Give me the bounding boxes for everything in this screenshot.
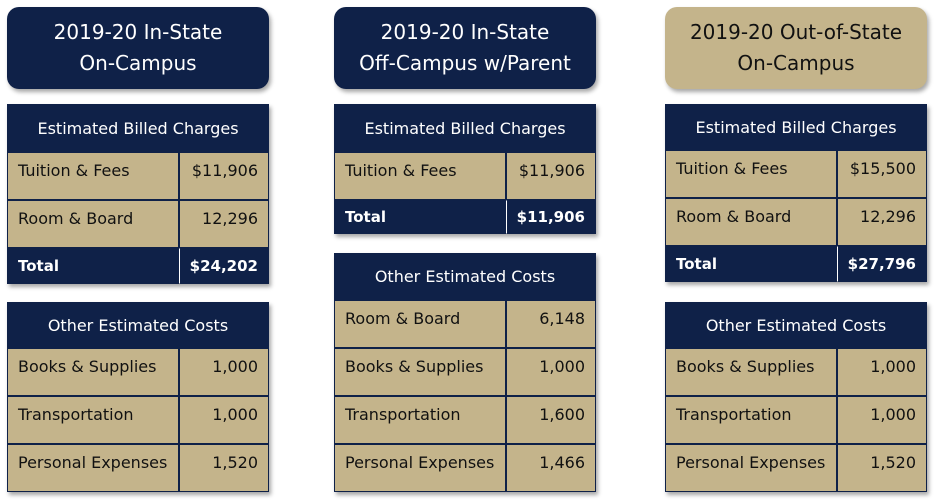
row-value: 1,600 xyxy=(506,396,596,444)
other-costs-table-in-state-off-campus: Other Estimated Costs Room & Board 6,148… xyxy=(334,253,596,492)
total-label: Total xyxy=(665,246,837,282)
header-line1: 2019-20 Out-of-State xyxy=(689,20,903,44)
table-title: Other Estimated Costs xyxy=(47,315,229,335)
header-line2: On-Campus xyxy=(737,51,855,75)
table-row: Books & Supplies 1,000 xyxy=(334,348,596,396)
total-value: $11,906 xyxy=(506,200,596,234)
row-label: Personal Expenses xyxy=(334,444,506,492)
row-label: Tuition & Fees xyxy=(334,152,506,200)
table-title: Other Estimated Costs xyxy=(705,315,887,335)
row-value: 1,520 xyxy=(837,444,927,492)
table-row: Transportation 1,000 xyxy=(7,396,269,444)
table-row: Tuition & Fees $11,906 xyxy=(7,152,269,200)
table-title: Other Estimated Costs xyxy=(374,267,556,286)
row-value: $11,906 xyxy=(506,152,596,200)
table-row: Personal Expenses 1,466 xyxy=(334,444,596,492)
table-row: Personal Expenses 1,520 xyxy=(665,444,927,492)
table-row: Room & Board 12,296 xyxy=(665,198,927,246)
table-row: Room & Board 12,296 xyxy=(7,200,269,248)
other-costs-table-in-state-on-campus: Other Estimated Costs Books & Supplies 1… xyxy=(7,302,269,492)
row-label: Room & Board xyxy=(334,300,506,348)
total-label: Total xyxy=(7,248,179,284)
row-label: Transportation xyxy=(665,396,837,444)
row-label: Personal Expenses xyxy=(665,444,837,492)
header-line2: Off-Campus w/Parent xyxy=(359,51,571,75)
header-line1: 2019-20 In-State xyxy=(380,20,550,44)
row-value: 1,000 xyxy=(837,348,927,396)
total-row: Total $24,202 xyxy=(7,248,269,284)
billed-charges-table-in-state-off-campus: Estimated Billed Charges Tuition & Fees … xyxy=(334,104,596,234)
row-label: Tuition & Fees xyxy=(7,152,179,200)
row-value: 1,520 xyxy=(179,444,269,492)
table-row: Books & Supplies 1,000 xyxy=(665,348,927,396)
table-row: Transportation 1,600 xyxy=(334,396,596,444)
total-row: Total $11,906 xyxy=(334,200,596,234)
row-value: 1,000 xyxy=(179,396,269,444)
billed-charges-table-in-state-on-campus: Estimated Billed Charges Tuition & Fees … xyxy=(7,104,269,284)
row-label: Transportation xyxy=(7,396,179,444)
row-value: 1,000 xyxy=(179,348,269,396)
table-title: Estimated Billed Charges xyxy=(37,118,239,138)
total-value: $24,202 xyxy=(179,248,269,284)
row-value: $11,906 xyxy=(179,152,269,200)
header-in-state-on-campus: 2019-20 In-State On-Campus xyxy=(7,7,269,89)
row-value: 12,296 xyxy=(837,198,927,246)
row-label: Books & Supplies xyxy=(334,348,506,396)
billed-charges-table-out-of-state: Estimated Billed Charges Tuition & Fees … xyxy=(665,104,927,282)
total-value: $27,796 xyxy=(837,246,927,282)
row-label: Tuition & Fees xyxy=(665,150,837,198)
row-value: 1,000 xyxy=(837,396,927,444)
table-row: Books & Supplies 1,000 xyxy=(7,348,269,396)
row-value: $15,500 xyxy=(837,150,927,198)
row-value: 6,148 xyxy=(506,300,596,348)
total-label: Total xyxy=(334,200,506,234)
table-title: Estimated Billed Charges xyxy=(695,117,897,137)
row-label: Room & Board xyxy=(665,198,837,246)
row-label: Room & Board xyxy=(7,200,179,248)
header-out-of-state-on-campus: 2019-20 Out-of-State On-Campus xyxy=(665,7,927,89)
other-costs-table-out-of-state: Other Estimated Costs Books & Supplies 1… xyxy=(665,302,927,492)
table-title: Estimated Billed Charges xyxy=(364,118,566,138)
table-row: Personal Expenses 1,520 xyxy=(7,444,269,492)
row-value: 12,296 xyxy=(179,200,269,248)
header-line2: On-Campus xyxy=(79,51,197,75)
row-label: Books & Supplies xyxy=(665,348,837,396)
total-row: Total $27,796 xyxy=(665,246,927,282)
table-row: Transportation 1,000 xyxy=(665,396,927,444)
row-label: Transportation xyxy=(334,396,506,444)
header-in-state-off-campus: 2019-20 In-State Off-Campus w/Parent xyxy=(334,7,596,89)
table-row: Room & Board 6,148 xyxy=(334,300,596,348)
row-value: 1,466 xyxy=(506,444,596,492)
table-row: Tuition & Fees $11,906 xyxy=(334,152,596,200)
row-value: 1,000 xyxy=(506,348,596,396)
header-line1: 2019-20 In-State xyxy=(53,20,223,44)
table-row: Tuition & Fees $15,500 xyxy=(665,150,927,198)
row-label: Personal Expenses xyxy=(7,444,179,492)
row-label: Books & Supplies xyxy=(7,348,179,396)
